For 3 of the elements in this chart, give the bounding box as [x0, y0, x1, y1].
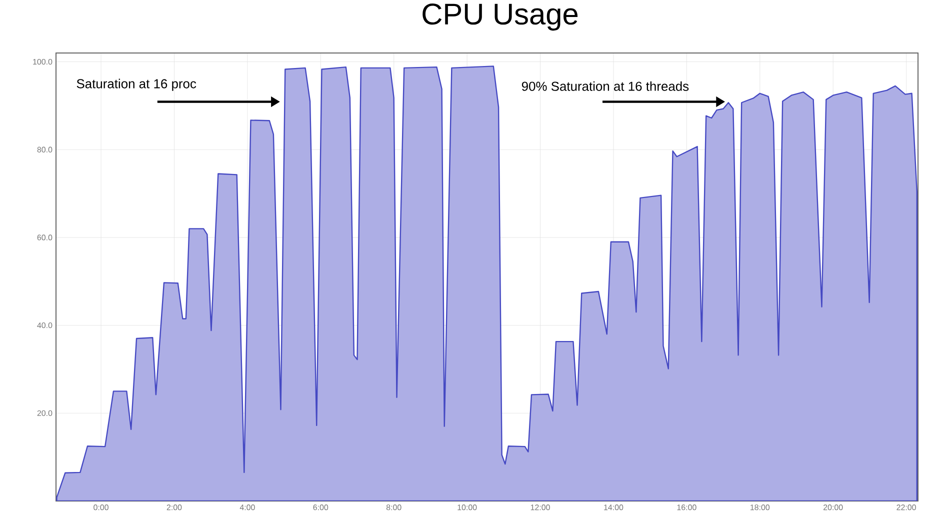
annotation: 90% Saturation at 16 threads [522, 81, 689, 91]
chart-title: CPU Usage [422, 4, 578, 31]
annotation: Saturation at 16 proc [76, 78, 196, 91]
